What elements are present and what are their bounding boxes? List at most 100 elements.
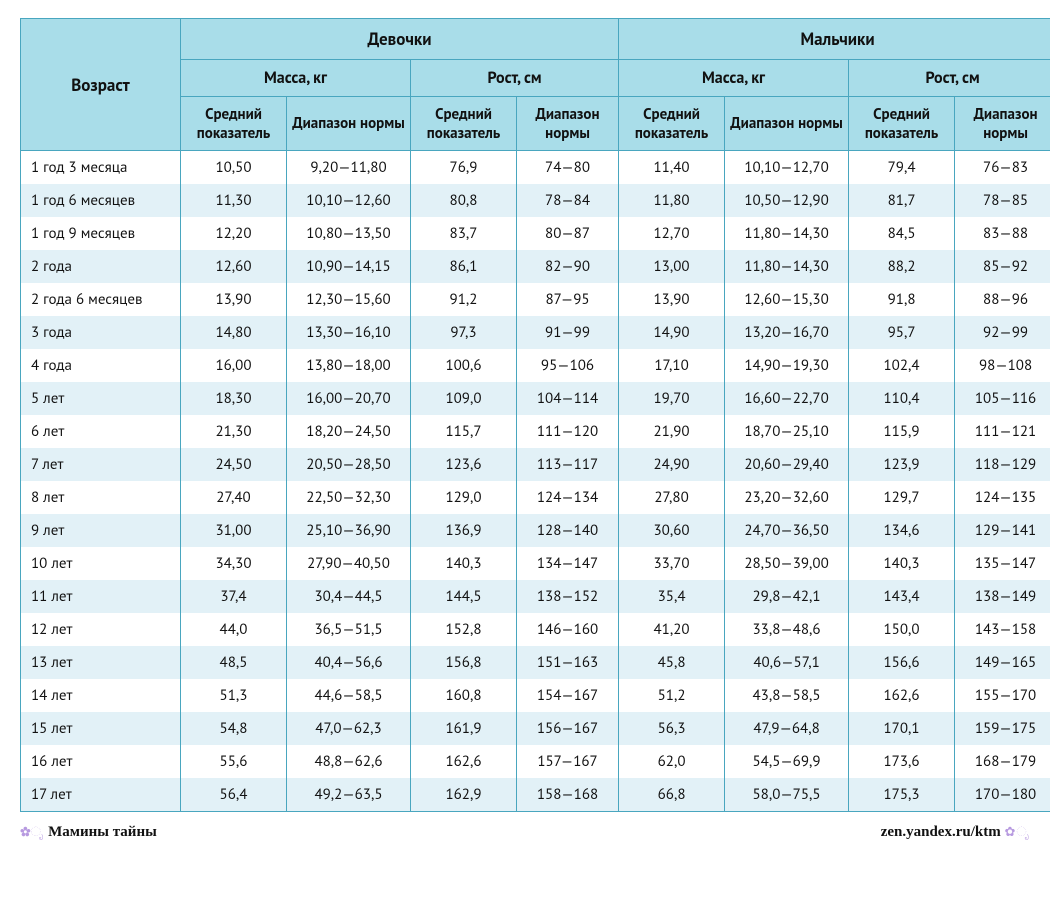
cell-value: 123,6 [411,448,517,481]
cell-age: 12 лет [21,613,181,646]
cell-value: 98—108 [955,349,1050,382]
footer-right-text: zen.yandex.ru/ktm [881,824,1001,840]
cell-value: 16,00—20,70 [287,382,411,415]
cell-value: 159—175 [955,712,1050,745]
cell-value: 109,0 [411,382,517,415]
footer-left: ✿ೃ Мамины тайны [20,824,157,841]
cell-value: 100,6 [411,349,517,382]
table-row: 9 лет31,0025,10—36,90136,9128—14030,6024… [21,514,1050,547]
cell-age: 4 года [21,349,181,382]
cell-value: 111—120 [517,415,619,448]
cell-value: 13,00 [619,250,725,283]
cell-value: 18,70—25,10 [725,415,849,448]
footer-left-text: Мамины тайны [48,824,157,840]
cell-value: 45,8 [619,646,725,679]
cell-value: 36,5—51,5 [287,613,411,646]
cell-value: 158—168 [517,778,619,812]
table-row: 12 лет44,036,5—51,5152,8146—16041,2033,8… [21,613,1050,646]
growth-table: Возраст Девочки Мальчики Масса, кг Рост,… [20,18,1050,812]
cell-value: 30,4—44,5 [287,580,411,613]
cell-value: 138—149 [955,580,1050,613]
cell-age: 10 лет [21,547,181,580]
col-girls-height: Рост, см [411,60,619,97]
col-boys: Мальчики [619,19,1050,60]
cell-value: 115,9 [849,415,955,448]
cell-value: 49,2—63,5 [287,778,411,812]
cell-value: 115,7 [411,415,517,448]
cell-age: 1 год 3 месяца [21,151,181,185]
cell-age: 2 года [21,250,181,283]
cell-value: 14,90—19,30 [725,349,849,382]
cell-value: 124—134 [517,481,619,514]
cell-value: 18,20—24,50 [287,415,411,448]
table-head: Возраст Девочки Мальчики Масса, кг Рост,… [21,19,1050,151]
table-row: 16 лет55,648,8—62,6162,6157—16762,054,5—… [21,745,1050,778]
cell-value: 162,6 [411,745,517,778]
col-girls-mass: Масса, кг [181,60,411,97]
cell-value: 16,60—22,70 [725,382,849,415]
cell-value: 13,90 [181,283,287,316]
cell-value: 40,6—57,1 [725,646,849,679]
cell-value: 144,5 [411,580,517,613]
cell-age: 3 года [21,316,181,349]
cell-value: 17,10 [619,349,725,382]
cell-age: 2 года 6 месяцев [21,283,181,316]
cell-value: 76—83 [955,151,1050,185]
cell-value: 54,8 [181,712,287,745]
cell-value: 113—117 [517,448,619,481]
cell-value: 27,80 [619,481,725,514]
cell-value: 80,8 [411,184,517,217]
sub-mean: Средний показатель [619,97,725,151]
sub-mean: Средний показатель [181,97,287,151]
table-row: 8 лет27,4022,50—32,30129,0124—13427,8023… [21,481,1050,514]
sub-range: Диапазон нормы [287,97,411,151]
cell-value: 13,20—16,70 [725,316,849,349]
cell-value: 44,6—58,5 [287,679,411,712]
sub-mean: Средний показатель [411,97,517,151]
cell-value: 51,2 [619,679,725,712]
cell-value: 156,8 [411,646,517,679]
cell-value: 55,6 [181,745,287,778]
cell-value: 25,10—36,90 [287,514,411,547]
cell-value: 156,6 [849,646,955,679]
cell-value: 40,4—56,6 [287,646,411,679]
table-row: 10 лет34,3027,90—40,50140,3134—14733,702… [21,547,1050,580]
cell-value: 162,9 [411,778,517,812]
cell-value: 85—92 [955,250,1050,283]
cell-value: 151—163 [517,646,619,679]
cell-value: 118—129 [955,448,1050,481]
cell-value: 95—106 [517,349,619,382]
table-row: 6 лет21,3018,20—24,50115,7111—12021,9018… [21,415,1050,448]
col-girls: Девочки [181,19,619,60]
sub-range: Диапазон нормы [725,97,849,151]
table-row: 14 лет51,344,6—58,5160,8154—16751,243,8—… [21,679,1050,712]
cell-value: 134—147 [517,547,619,580]
deco-icon: ✿ೃ [1004,824,1030,839]
cell-value: 11,30 [181,184,287,217]
table-row: 1 год 3 месяца10,509,20—11,8076,974—8011… [21,151,1050,185]
sub-range: Диапазон нормы [517,97,619,151]
cell-value: 138—152 [517,580,619,613]
cell-value: 11,80 [619,184,725,217]
cell-age: 16 лет [21,745,181,778]
cell-value: 140,3 [411,547,517,580]
cell-value: 91—99 [517,316,619,349]
cell-value: 161,9 [411,712,517,745]
cell-value: 56,4 [181,778,287,812]
table-row: 17 лет56,449,2—63,5162,9158—16866,858,0—… [21,778,1050,812]
cell-value: 43,8—58,5 [725,679,849,712]
cell-value: 37,4 [181,580,287,613]
cell-value: 14,80 [181,316,287,349]
cell-value: 48,8—62,6 [287,745,411,778]
cell-value: 47,9—64,8 [725,712,849,745]
cell-value: 124—135 [955,481,1050,514]
cell-value: 27,40 [181,481,287,514]
cell-value: 11,80—14,30 [725,217,849,250]
cell-value: 136,9 [411,514,517,547]
cell-value: 129—141 [955,514,1050,547]
cell-value: 51,3 [181,679,287,712]
cell-value: 20,60—29,40 [725,448,849,481]
cell-value: 175,3 [849,778,955,812]
cell-age: 5 лет [21,382,181,415]
cell-value: 140,3 [849,547,955,580]
